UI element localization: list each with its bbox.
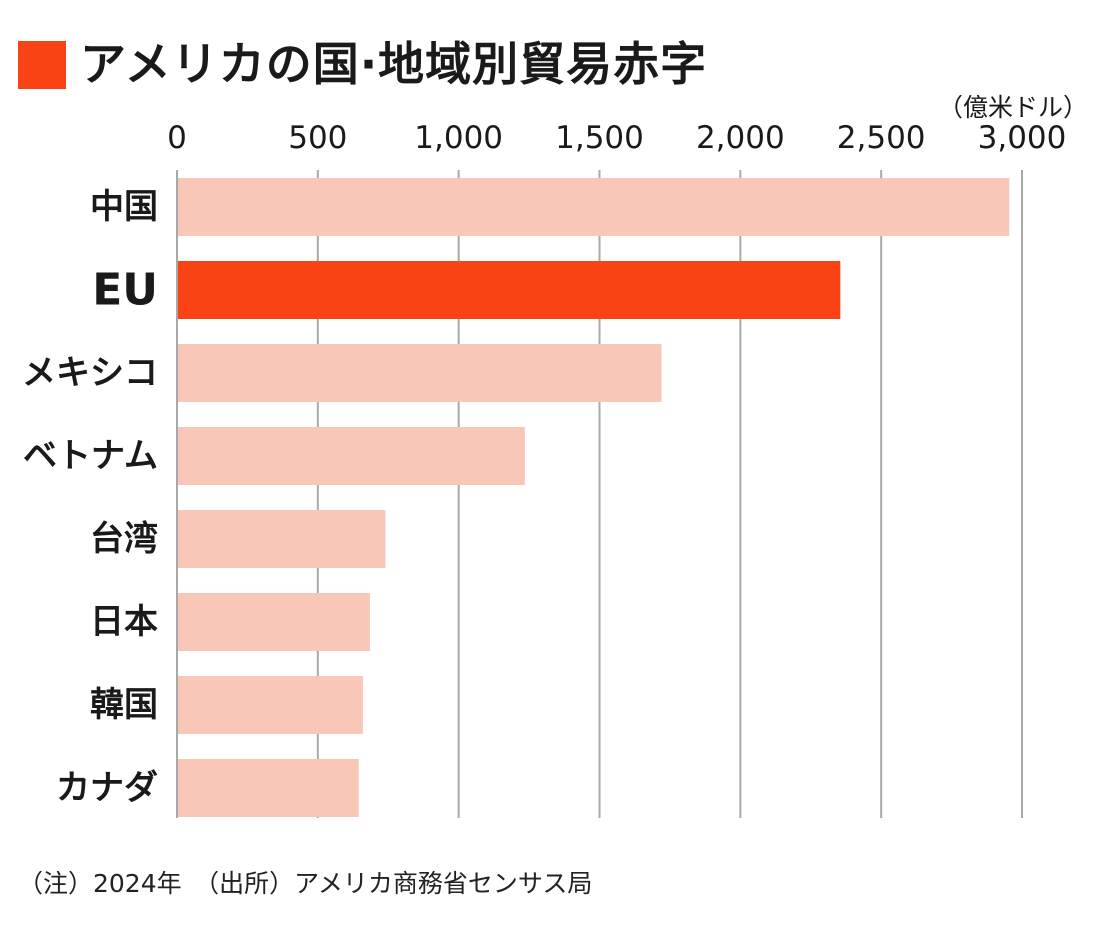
- chart-title: アメリカの国·地域別貿易赤字: [80, 37, 708, 91]
- x-tick-label: 0: [167, 120, 187, 156]
- bar: [177, 178, 1010, 236]
- x-tick-label: 1,000: [414, 120, 503, 156]
- category-label: カナダ: [56, 768, 158, 808]
- bar: [177, 759, 359, 817]
- bar: [177, 593, 370, 651]
- bar: [177, 676, 363, 734]
- bar: [177, 427, 525, 485]
- category-label: 日本: [90, 602, 158, 642]
- bar: [177, 510, 386, 568]
- category-label: EU: [92, 265, 158, 316]
- unit-label: （億米ドル）: [937, 93, 1088, 122]
- category-label: 台湾: [90, 519, 158, 559]
- x-tick-label: 500: [288, 120, 347, 156]
- category-label: メキシコ: [22, 353, 158, 393]
- x-tick-label: 2,000: [696, 120, 785, 156]
- category-label: 韓国: [90, 685, 158, 725]
- category-label: 中国: [90, 187, 158, 227]
- bar-highlighted: [177, 261, 841, 319]
- footnote: （注）2024年 （出所）アメリカ商務省センサス局: [18, 869, 593, 898]
- x-tick-label: 1,500: [555, 120, 644, 156]
- x-tick-label: 2,500: [837, 120, 926, 156]
- category-label: ベトナム: [23, 436, 158, 476]
- x-axis-ticks: 0 500 1,000 1,500 2,000 2,500 3,000: [167, 120, 1066, 156]
- bar: [177, 344, 662, 402]
- bars: [177, 178, 1010, 817]
- title-marker: [18, 41, 66, 89]
- x-tick-label: 3,000: [978, 120, 1067, 156]
